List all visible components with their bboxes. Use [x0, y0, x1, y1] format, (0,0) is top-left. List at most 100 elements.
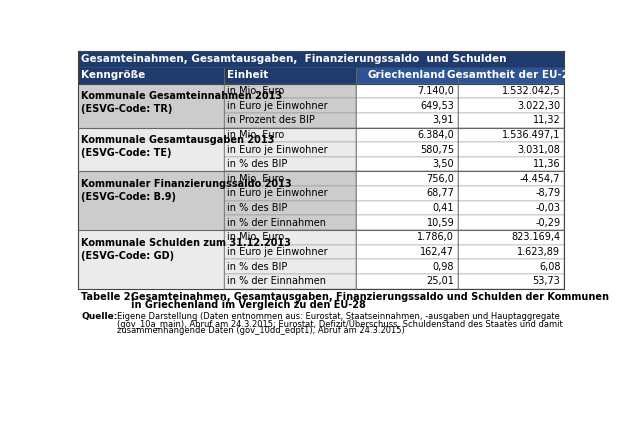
Bar: [356, 67, 458, 84]
Bar: [356, 84, 458, 98]
Text: -4.454,7: -4.454,7: [520, 174, 561, 184]
Text: 25,01: 25,01: [426, 276, 454, 286]
Text: Gesamtheit der EU-28: Gesamtheit der EU-28: [446, 70, 576, 80]
Text: Kenngröße: Kenngröße: [82, 70, 145, 80]
Text: 162,47: 162,47: [420, 247, 454, 257]
Text: in Euro je Einwohner: in Euro je Einwohner: [227, 247, 328, 257]
Text: 3.022,30: 3.022,30: [517, 101, 561, 111]
Text: Gesamteinahmen, Gesamtausgaben,  Finanzierungssaldo  und Schulden: Gesamteinahmen, Gesamtausgaben, Finanzie…: [82, 54, 507, 64]
Bar: [458, 186, 564, 201]
Text: 0,41: 0,41: [433, 203, 454, 213]
Text: 1.536.497,1: 1.536.497,1: [502, 130, 561, 140]
Text: Kommunaler Finanzierungssaldo 2013
(ESVG-Code: B.9): Kommunaler Finanzierungssaldo 2013 (ESVG…: [82, 179, 292, 202]
Text: 68,77: 68,77: [426, 188, 454, 199]
Text: in % des BIP: in % des BIP: [227, 262, 288, 272]
Text: 3,50: 3,50: [433, 159, 454, 169]
Bar: [356, 172, 458, 186]
Bar: [356, 274, 458, 288]
Bar: [356, 230, 458, 245]
Text: 1.786,0: 1.786,0: [418, 232, 454, 242]
Bar: [458, 274, 564, 288]
Bar: [224, 67, 356, 84]
Text: Kommunale Schulden zum 31.12.2013
(ESVG-Code: GD): Kommunale Schulden zum 31.12.2013 (ESVG-…: [82, 238, 292, 261]
Text: Einheit: Einheit: [227, 70, 268, 80]
Text: in % der Einnahmen: in % der Einnahmen: [227, 218, 326, 228]
Bar: [78, 51, 564, 67]
Text: in Euro je Einwohner: in Euro je Einwohner: [227, 145, 328, 155]
Bar: [458, 128, 564, 142]
Text: in % des BIP: in % des BIP: [227, 159, 288, 169]
Text: zusammenhängende Daten (gov_10dd_edpt1), Abruf am 24.3.2015): zusammenhängende Daten (gov_10dd_edpt1),…: [117, 326, 405, 335]
Bar: [458, 113, 564, 128]
Bar: [78, 67, 224, 84]
Text: 649,53: 649,53: [420, 101, 454, 111]
Bar: [458, 259, 564, 274]
Text: (gov_10a_main), Abruf am 24.3.2015; Eurostat, Defizit/Überschuss, Schuldenstand : (gov_10a_main), Abruf am 24.3.2015; Euro…: [117, 319, 563, 329]
Text: in Griechenland im Vergleich zu den EU-28: in Griechenland im Vergleich zu den EU-2…: [131, 300, 366, 310]
Text: 6,08: 6,08: [539, 262, 561, 272]
Bar: [458, 98, 564, 113]
Text: 11,32: 11,32: [533, 115, 561, 125]
Text: Eigene Darstellung (Daten entnommen aus: Eurostat, Staatseinnahmen, -ausgaben un: Eigene Darstellung (Daten entnommen aus:…: [117, 312, 560, 321]
Bar: [356, 186, 458, 201]
Text: 1.532.042,5: 1.532.042,5: [502, 86, 561, 96]
Bar: [356, 113, 458, 128]
Text: in Prozent des BIP: in Prozent des BIP: [227, 115, 315, 125]
Bar: [458, 67, 564, 84]
Bar: [224, 172, 356, 186]
Text: 823.169,4: 823.169,4: [511, 232, 561, 242]
Text: in Mio. Euro: in Mio. Euro: [227, 130, 285, 140]
Text: 10,59: 10,59: [426, 218, 454, 228]
Bar: [458, 215, 564, 230]
Bar: [356, 201, 458, 215]
Bar: [458, 157, 564, 172]
Bar: [224, 142, 356, 157]
Text: Griechenland: Griechenland: [368, 70, 446, 80]
Bar: [356, 128, 458, 142]
Bar: [458, 142, 564, 157]
Bar: [224, 245, 356, 259]
Bar: [78, 172, 224, 230]
Bar: [224, 274, 356, 288]
Bar: [458, 230, 564, 245]
Bar: [224, 230, 356, 245]
Bar: [224, 186, 356, 201]
Bar: [78, 84, 224, 128]
Text: 1.623,89: 1.623,89: [517, 247, 561, 257]
Text: 756,0: 756,0: [426, 174, 454, 184]
Text: in Mio. Euro: in Mio. Euro: [227, 86, 285, 96]
Bar: [458, 84, 564, 98]
Bar: [356, 259, 458, 274]
Bar: [356, 98, 458, 113]
Text: 3,91: 3,91: [433, 115, 454, 125]
Text: 7.140,0: 7.140,0: [418, 86, 454, 96]
Text: 3.031,08: 3.031,08: [517, 145, 561, 155]
Text: -8,79: -8,79: [535, 188, 561, 199]
Text: in Euro je Einwohner: in Euro je Einwohner: [227, 188, 328, 199]
Bar: [224, 84, 356, 98]
Bar: [458, 245, 564, 259]
Bar: [224, 157, 356, 172]
Bar: [78, 128, 224, 172]
Text: -0,29: -0,29: [535, 218, 561, 228]
Bar: [224, 113, 356, 128]
Text: 580,75: 580,75: [420, 145, 454, 155]
Bar: [224, 128, 356, 142]
Text: in Euro je Einwohner: in Euro je Einwohner: [227, 101, 328, 111]
Text: in % des BIP: in % des BIP: [227, 203, 288, 213]
Bar: [356, 245, 458, 259]
Text: in Mio. Euro: in Mio. Euro: [227, 232, 285, 242]
Bar: [356, 157, 458, 172]
Text: -0,03: -0,03: [535, 203, 561, 213]
Text: Quelle:: Quelle:: [82, 312, 118, 321]
Bar: [224, 215, 356, 230]
Bar: [458, 172, 564, 186]
Bar: [458, 201, 564, 215]
Text: 53,73: 53,73: [532, 276, 561, 286]
Bar: [224, 98, 356, 113]
Text: in % der Einnahmen: in % der Einnahmen: [227, 276, 326, 286]
Bar: [78, 230, 224, 288]
Bar: [356, 142, 458, 157]
Bar: [356, 215, 458, 230]
Bar: [224, 201, 356, 215]
